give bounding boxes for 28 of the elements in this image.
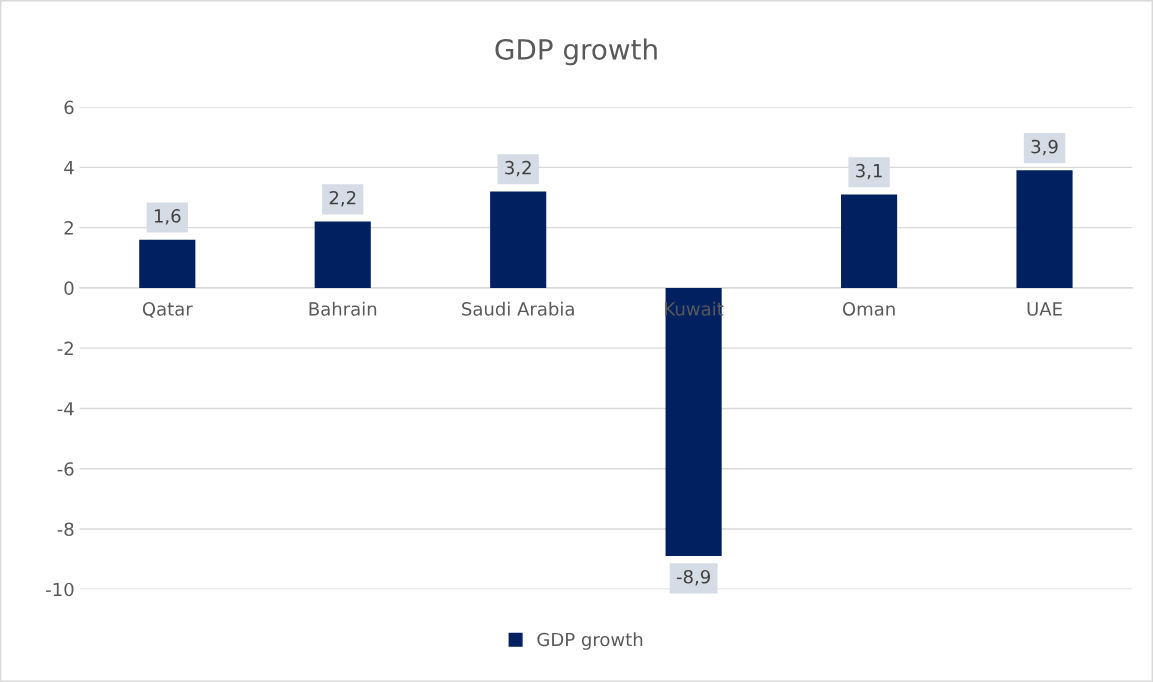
bar xyxy=(139,239,196,288)
x-tick-label: UAE xyxy=(1027,302,1062,316)
x-tick-label: Qatar xyxy=(142,302,193,318)
x-tick-label: Bahrain xyxy=(309,301,377,316)
y-tick-label: -8 xyxy=(57,522,74,537)
chart-title: GDP growth xyxy=(495,38,657,66)
y-tick-label: 4 xyxy=(64,161,74,175)
y-tick-label: -4 xyxy=(57,402,74,416)
x-tick-label: Oman xyxy=(842,302,895,316)
data-label: 3,1 xyxy=(856,163,882,180)
data-label: -8,9 xyxy=(676,569,710,586)
y-tick-label: -10 xyxy=(46,582,74,597)
y-tick-label: -2 xyxy=(57,341,73,356)
data-label: 1,6 xyxy=(154,209,181,225)
bar xyxy=(841,194,898,288)
bar xyxy=(665,287,722,557)
data-label: 3,2 xyxy=(505,160,531,177)
y-tick-label: 2 xyxy=(64,221,73,235)
y-tick-label: 6 xyxy=(64,100,74,115)
y-tick-label: 0 xyxy=(64,281,74,296)
x-tick-label: Saudi Arabia xyxy=(462,301,574,316)
data-label: 3,9 xyxy=(1031,139,1058,156)
legend-label: GDP growth xyxy=(537,632,643,650)
bar xyxy=(1016,170,1073,288)
bar xyxy=(490,191,547,288)
bar xyxy=(314,221,371,288)
data-label: 2,2 xyxy=(329,190,356,207)
y-tick-label: -6 xyxy=(57,462,74,476)
